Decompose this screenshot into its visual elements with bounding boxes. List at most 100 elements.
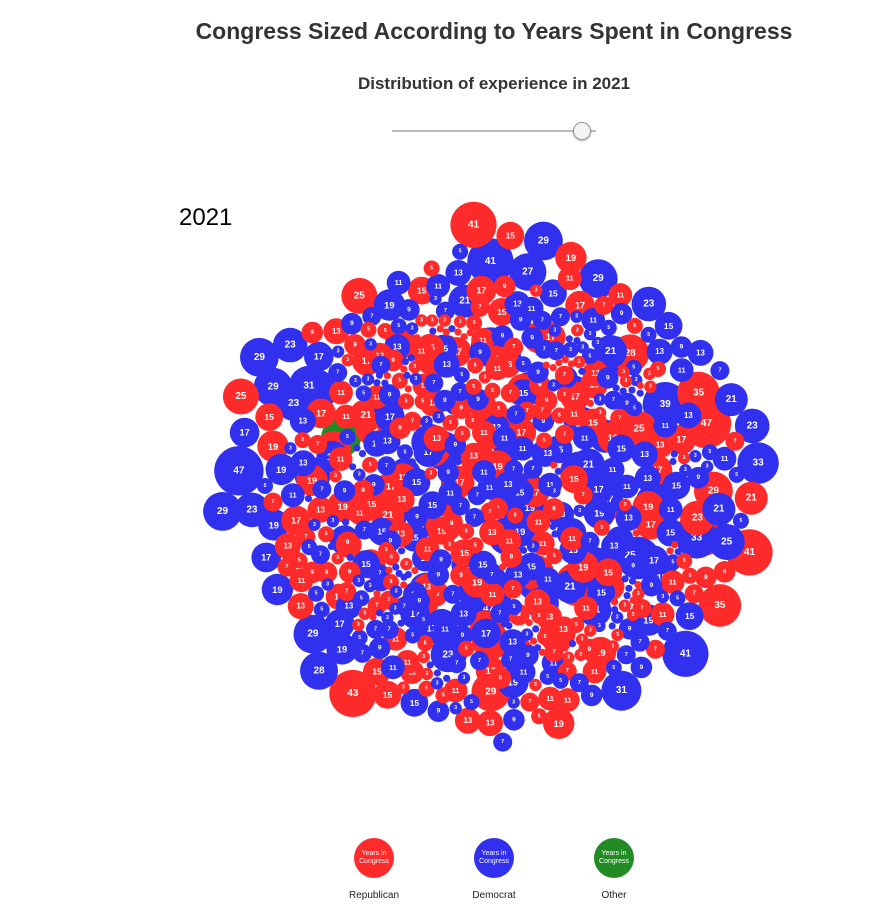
member-bubble-circle [669, 457, 677, 466]
member-bubble: 3 [284, 442, 297, 455]
member-bubble-circle [401, 358, 409, 366]
member-bubble-label: 5 [514, 513, 517, 519]
member-bubble: 33 [737, 442, 779, 484]
member-bubble: 3 [593, 619, 606, 633]
member-bubble-circle [625, 359, 642, 376]
member-bubble-label: 5 [308, 544, 311, 550]
member-bubble-label: 28 [625, 348, 637, 359]
member-bubble: 3 [417, 650, 430, 664]
member-bubble-label: 17 [481, 628, 491, 638]
member-bubble-label: 9 [501, 333, 505, 340]
member-bubble-circle [353, 444, 361, 452]
member-bubble-circle [584, 624, 597, 637]
member-bubble-circle [544, 643, 564, 663]
member-bubble-circle [631, 286, 667, 322]
member-bubble-circle [605, 659, 622, 676]
member-bubble-circle [448, 325, 456, 333]
member-bubble-circle [546, 548, 563, 565]
member-bubble-circle [728, 466, 745, 483]
member-bubble-label: 7 [512, 344, 515, 350]
member-bubble: 5 [531, 607, 548, 624]
member-bubble [442, 328, 450, 336]
member-bubble-circle [552, 672, 569, 689]
member-bubble-label: 25 [721, 537, 733, 548]
member-bubble-label: 17 [486, 666, 496, 676]
member-bubble: 7 [580, 531, 600, 551]
member-bubble: 13 [433, 351, 460, 378]
member-bubble: 11 [526, 509, 551, 534]
member-bubble-circle [371, 355, 391, 375]
member-bubble-label: 11 [564, 696, 572, 705]
member-bubble: 9 [489, 667, 512, 689]
member-bubble-circle [629, 596, 637, 604]
member-bubble-circle [363, 579, 377, 593]
member-bubble-circle [300, 651, 338, 690]
member-bubble-label: 47 [233, 465, 245, 476]
member-bubble-label: 5 [397, 323, 400, 329]
member-bubble-label: 3 [589, 628, 592, 634]
member-bubble-circle [291, 552, 308, 569]
year-slider-thumb[interactable] [573, 122, 591, 140]
member-bubble-circle [404, 627, 421, 644]
member-bubble-label: 3 [484, 374, 487, 380]
member-bubble: 5 [442, 414, 459, 431]
member-bubble: 3 [575, 633, 589, 646]
member-bubble-label: 25 [235, 391, 247, 402]
member-bubble [433, 669, 441, 677]
member-bubble-label: 5 [676, 595, 679, 601]
member-bubble-circle [656, 590, 670, 604]
member-bubble-label: 7 [271, 499, 274, 505]
member-bubble-label: 7 [379, 362, 382, 368]
member-bubble-label: 7 [501, 739, 504, 745]
member-bubble: 7 [645, 639, 665, 659]
member-bubble-circle [358, 607, 371, 620]
member-bubble: 5 [453, 367, 470, 384]
member-bubble [586, 399, 595, 407]
member-bubble-label: 19 [657, 571, 667, 582]
member-bubble-circle [329, 470, 342, 483]
member-bubble: 29 [203, 492, 242, 531]
member-bubble-label: 11 [480, 468, 488, 477]
member-bubble-circle [447, 654, 467, 674]
member-bubble: 13 [615, 505, 642, 531]
member-bubble-label: 5 [558, 413, 561, 419]
year-slider[interactable] [392, 122, 598, 140]
member-bubble-label: 5 [461, 431, 464, 437]
member-bubble-label: 7 [478, 658, 481, 664]
member-bubble-circle [423, 260, 440, 277]
year-slider-track[interactable] [392, 130, 596, 132]
member-bubble-circle [515, 356, 532, 373]
member-bubble-circle [615, 505, 642, 531]
member-bubble-circle [500, 546, 523, 568]
member-bubble: 7 [450, 382, 470, 402]
member-bubble-label: 7 [459, 503, 462, 509]
member-bubble-label: 11 [667, 505, 675, 514]
member-bubble-circle [554, 365, 574, 385]
member-bubble-label: 3 [578, 508, 581, 514]
member-bubble-label: 23 [692, 513, 704, 524]
member-bubble-circle [454, 328, 462, 336]
member-bubble-label: 19 [643, 615, 653, 626]
member-bubble-circle [408, 590, 431, 612]
member-bubble-circle [600, 319, 617, 336]
member-bubble-circle [734, 408, 770, 444]
member-bubble-label: 11 [395, 278, 403, 287]
member-bubble [375, 371, 384, 379]
member-bubble-circle [352, 479, 374, 502]
member-bubble-label: 7 [411, 418, 414, 424]
member-bubble: 5 [313, 601, 330, 618]
member-bubble: 3 [478, 371, 492, 384]
member-bubble: 23 [631, 286, 667, 322]
member-bubble-circle [689, 450, 702, 463]
member-bubble-circle [606, 640, 619, 653]
member-bubble: 11 [536, 567, 560, 592]
member-bubble-label: 13 [508, 638, 517, 647]
member-bubble: 7 [604, 390, 623, 410]
member-bubble-label: 9 [439, 557, 443, 564]
member-bubble: 3 [424, 467, 438, 480]
member-bubble: 9 [344, 334, 366, 356]
member-bubble: 5 [669, 590, 686, 607]
member-bubble-label: 9 [530, 334, 534, 341]
member-bubble [401, 358, 409, 366]
member-bubble-circle [308, 518, 321, 531]
